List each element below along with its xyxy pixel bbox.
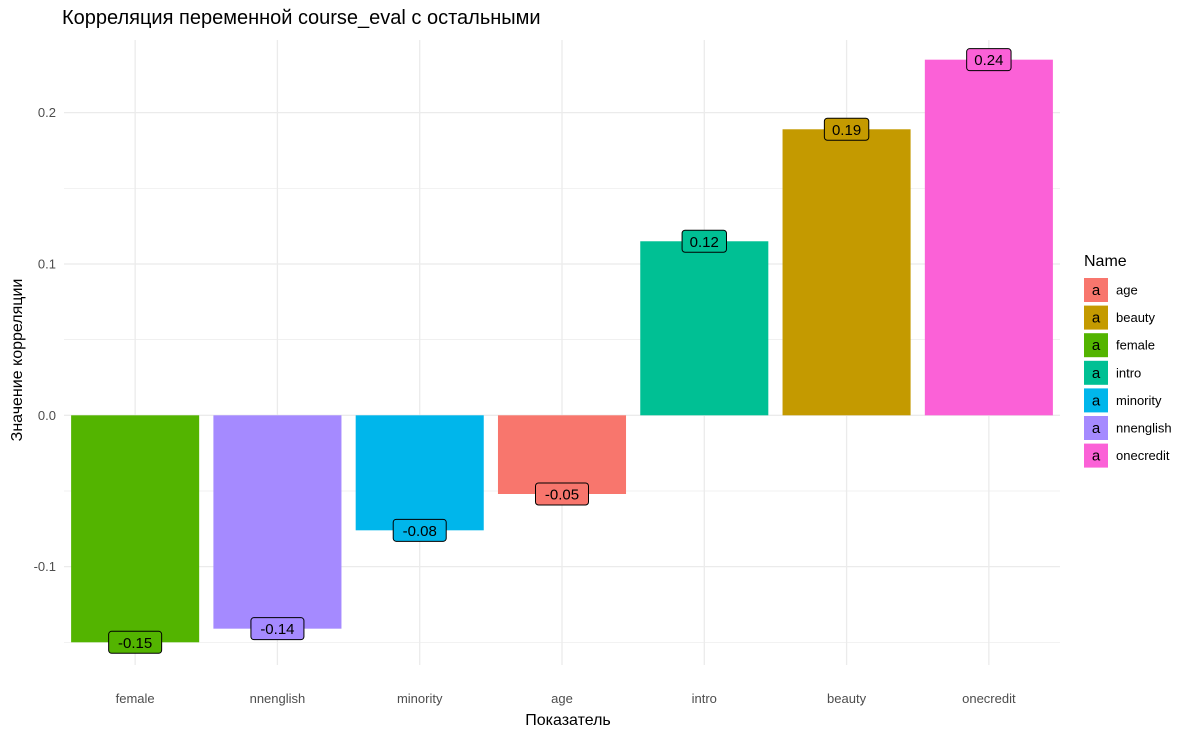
y-tick-label: 0.2: [38, 105, 56, 120]
legend-key-glyph: a: [1092, 282, 1101, 299]
data-label-box-minority: [392, 518, 447, 542]
chart-title: Корреляция переменной course_eval с оста…: [62, 7, 541, 29]
legend-key-glyph: a: [1092, 448, 1101, 465]
legend-key-glyph: a: [1092, 365, 1101, 382]
legend-label-age: age: [1116, 283, 1138, 298]
legend-key-age: [1084, 278, 1108, 302]
legend-label-nnenglish: nnenglish: [1116, 421, 1172, 436]
bar-minority: [355, 415, 484, 531]
legend-label-female: female: [1116, 338, 1155, 353]
data-label-box-female: [108, 630, 163, 654]
data-labels-layer: -0.15 -0.14 -0.08 -0.05 0.12 0.19 0.24: [108, 48, 1012, 654]
legend-title: Name: [1084, 253, 1127, 270]
legend-key-glyph: a: [1092, 310, 1101, 327]
bar-onecredit: [924, 59, 1053, 416]
x-tick-label-female: female: [116, 691, 155, 706]
legend-label-beauty: beauty: [1116, 310, 1156, 325]
x-tick-label-intro: intro: [692, 691, 717, 706]
data-label-box-nnenglish: [250, 617, 305, 641]
x-tick-label-onecredit: onecredit: [962, 691, 1016, 706]
data-label-onecredit: 0.24: [974, 52, 1003, 69]
data-label-female: -0.15: [118, 635, 152, 652]
data-label-box-beauty: [823, 117, 870, 141]
data-label-intro: 0.12: [690, 234, 719, 251]
x-tick-label-minority: minority: [397, 691, 443, 706]
legend-key-onecredit: [1084, 443, 1108, 468]
legend-key-intro: [1084, 360, 1108, 385]
x-tick-label-beauty: beauty: [827, 691, 867, 706]
legend-label-minority: minority: [1116, 393, 1162, 408]
bar-beauty: [782, 129, 911, 416]
legend-key-glyph: a: [1092, 420, 1101, 437]
data-label-beauty: 0.19: [832, 122, 861, 139]
data-label-minority: -0.08: [403, 523, 437, 540]
bar-female: [71, 415, 200, 643]
legend-key-minority: [1084, 388, 1108, 413]
legend-key-glyph: a: [1092, 337, 1101, 354]
legend-key-female: [1084, 333, 1108, 358]
y-tick-label: 0.1: [38, 256, 56, 271]
bar-age: [497, 415, 627, 494]
x-axis-title: Показатель: [525, 712, 611, 729]
legend-key-glyph: a: [1092, 392, 1101, 409]
x-tick-label-nnenglish: nnenglish: [250, 691, 306, 706]
data-label-nnenglish: -0.14: [260, 621, 294, 638]
legend-label-onecredit: onecredit: [1116, 448, 1170, 463]
data-label-age: -0.05: [545, 486, 579, 503]
y-tick-label: -0.1: [34, 559, 56, 574]
bars-layer: [71, 59, 1053, 643]
y-axis-title: Значение корреляции: [9, 279, 26, 442]
data-label-box-age: [535, 482, 589, 506]
legend-key-nnenglish: [1084, 416, 1108, 440]
bar-nnenglish: [213, 415, 342, 629]
legend-key-beauty: [1084, 305, 1108, 330]
data-label-box-onecredit: [966, 48, 1012, 72]
y-tick-label: 0.0: [38, 408, 56, 423]
legend-label-intro: intro: [1116, 365, 1141, 380]
x-tick-label-age: age: [551, 691, 573, 706]
tick-labels-layer: -0.1 0.0 0.1 0.2 female nnenglish minority age i…: [34, 105, 1016, 706]
data-label-box-intro: [681, 229, 727, 253]
bar-intro: [640, 241, 769, 416]
